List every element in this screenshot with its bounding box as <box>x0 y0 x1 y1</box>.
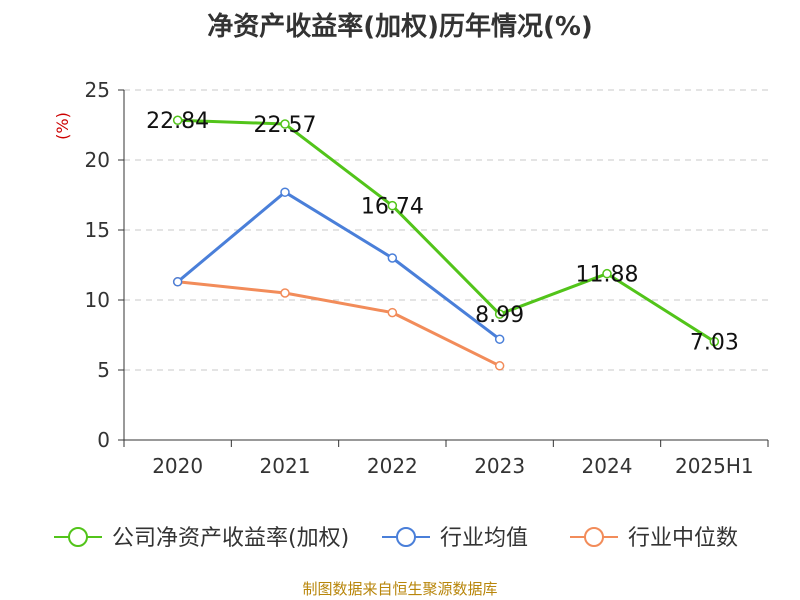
legend-label: 公司净资产收益率(加权) <box>112 526 349 551</box>
data-label: 7.03 <box>690 331 739 356</box>
y-tick-label: 25 <box>85 78 110 102</box>
legend-marker <box>584 527 604 547</box>
legend: 公司净资产收益率(加权) 行业均值 行业中位数 <box>54 526 738 551</box>
legend-item-1[interactable]: 行业均值 <box>382 526 528 551</box>
x-tick-label: 2021 <box>260 454 311 478</box>
legend-label: 行业中位数 <box>628 526 738 551</box>
series-line-1 <box>176 190 501 341</box>
axes <box>123 90 768 441</box>
legend-marker <box>396 527 416 547</box>
data-point <box>172 115 183 125</box>
x-axis-ticks: 2020 2021 2022 2023 2024 2025H1 <box>123 440 769 478</box>
data-label: 22.57 <box>254 113 317 138</box>
x-tick-label: 2022 <box>367 454 418 478</box>
data-point <box>280 187 290 197</box>
data-point <box>709 336 720 347</box>
chart-title: 净资产收益率(加权)历年情况(%) <box>207 12 593 42</box>
y-tick-label: 5 <box>97 358 110 382</box>
y-tick-label: 0 <box>97 428 110 452</box>
legend-item-0[interactable]: 公司净资产收益率(加权) <box>54 526 349 551</box>
data-labels: 22.84 22.57 16.74 8.99 11.88 7.03 <box>146 109 739 355</box>
source-footer: 制图数据来自恒生聚源数据库 <box>302 580 498 598</box>
series-line-2 <box>177 280 501 368</box>
data-point <box>387 200 398 211</box>
y-tick-label: 15 <box>85 218 110 242</box>
x-tick-label: 2025H1 <box>675 454 754 478</box>
data-point <box>494 309 505 319</box>
x-tick-label: 2023 <box>474 454 525 478</box>
data-point <box>172 277 183 287</box>
data-point <box>387 253 398 263</box>
y-axis-ticks: 0 5 10 15 20 25 <box>85 78 124 452</box>
data-point <box>602 268 612 279</box>
data-point <box>387 307 398 318</box>
legend-item-2[interactable]: 行业中位数 <box>570 526 738 551</box>
series-line-0 <box>177 118 716 343</box>
y-tick-label: 20 <box>85 148 110 172</box>
y-tick-label: 10 <box>85 288 110 312</box>
series-lines <box>172 115 720 371</box>
data-point <box>280 288 290 298</box>
legend-marker <box>68 527 88 547</box>
data-point <box>494 334 505 344</box>
data-label: 8.99 <box>475 303 524 328</box>
data-point <box>494 361 505 371</box>
data-point <box>280 119 290 129</box>
data-label: 16.74 <box>361 195 424 220</box>
y-axis-unit: (%) <box>53 112 72 140</box>
data-label: 11.88 <box>576 263 639 288</box>
gridlines <box>124 89 768 371</box>
x-tick-label: 2020 <box>152 454 203 478</box>
legend-label: 行业均值 <box>440 526 528 551</box>
data-label: 22.84 <box>146 109 209 134</box>
x-tick-label: 2024 <box>582 454 633 478</box>
